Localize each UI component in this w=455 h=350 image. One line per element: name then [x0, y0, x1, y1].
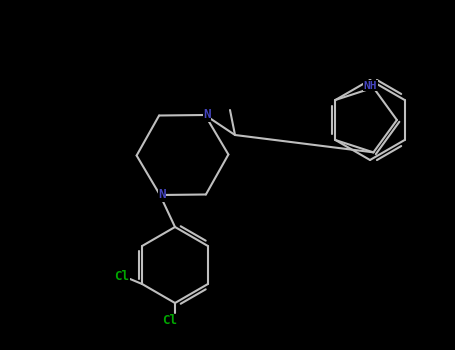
- Text: Cl: Cl: [115, 270, 130, 282]
- Text: N: N: [158, 189, 166, 202]
- Text: NH: NH: [364, 80, 377, 91]
- Text: N: N: [203, 108, 211, 121]
- Text: Cl: Cl: [162, 315, 177, 328]
